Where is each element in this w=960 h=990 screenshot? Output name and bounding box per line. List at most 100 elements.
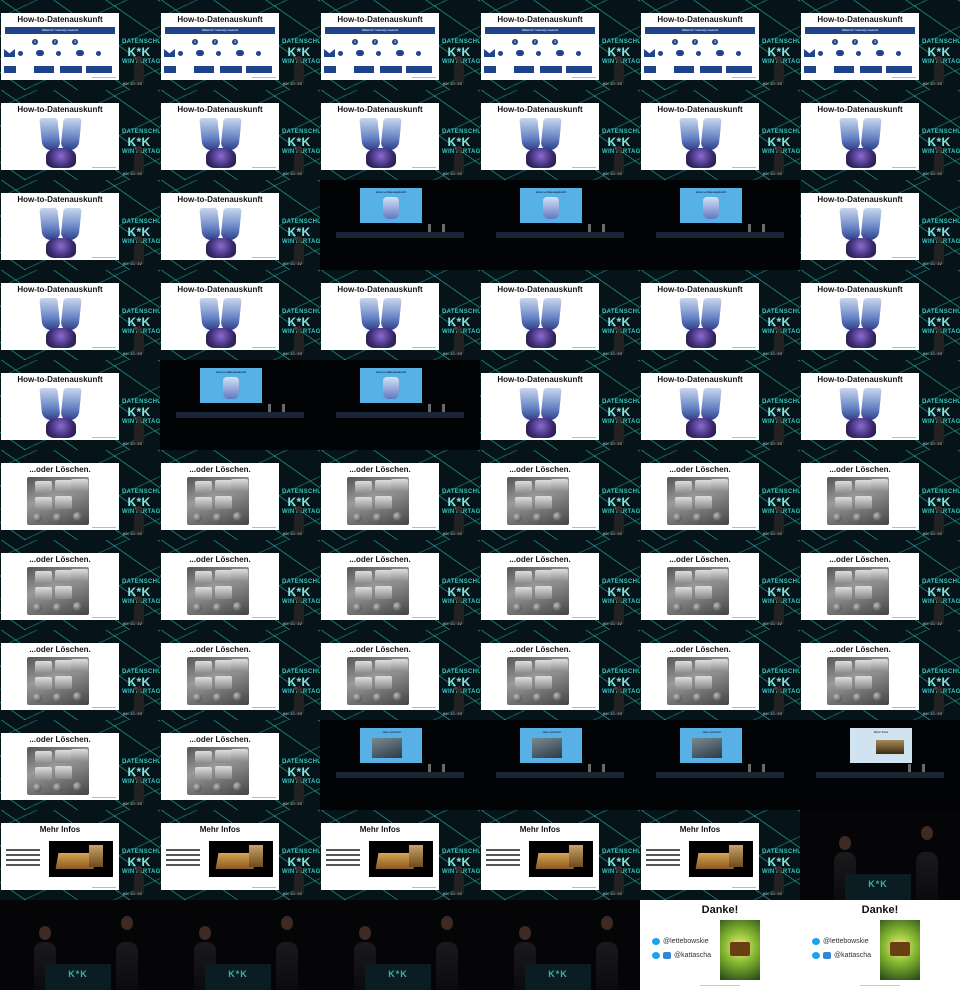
step-label-box — [194, 66, 214, 73]
statue-base — [366, 328, 396, 348]
keyboard-photo — [187, 567, 249, 615]
podium: K*K — [205, 964, 271, 990]
step-dot-icon — [736, 51, 741, 56]
presentation-slide: How-to-Datenauskunft Widerruf / Honesty r… — [161, 13, 279, 80]
round-button — [373, 603, 382, 612]
stage-view: How-to-Datenauskunft — [320, 180, 480, 270]
step-label-box — [246, 66, 272, 73]
box-photo — [369, 841, 433, 877]
statue-base — [846, 148, 876, 168]
stage-floor — [336, 772, 464, 778]
brand-line: DATENSCHUTZ — [282, 219, 320, 225]
speaker-on-stage — [428, 404, 431, 412]
step-number-badge: 1 — [672, 39, 678, 45]
projection-screen: How-to-Datenauskunft — [680, 188, 742, 223]
slide-title: Mehr Infos — [359, 825, 401, 834]
presentation-slide: How-to-Datenauskunft — [641, 373, 759, 440]
twitter-handle-row: @lettebowskie — [812, 938, 869, 945]
brand-mark: K*K — [927, 45, 951, 59]
statue-base — [46, 328, 76, 348]
keyboard-key — [355, 481, 372, 494]
speaker-silhouette — [454, 506, 464, 534]
round-button — [513, 693, 522, 702]
statue-image — [838, 298, 884, 348]
video-timestamp: 00:15:22 — [922, 353, 942, 357]
round-button — [393, 512, 402, 521]
statue-right — [220, 208, 242, 240]
keyboard-key — [855, 586, 872, 599]
bullet-line — [6, 849, 40, 851]
round-button — [853, 513, 862, 522]
speaker-on-stage — [922, 764, 925, 772]
keyboard-key — [855, 480, 872, 493]
video-timestamp: 00:15:22 — [282, 623, 302, 627]
brand-mark: K*K — [287, 585, 311, 599]
thumbnail: ...oder Löschen.DATENSCHUTZK*KWINTERTAGE… — [0, 630, 160, 720]
thumbnail: How-to-Datenauskunft — [320, 360, 480, 450]
slide-title: Danke! — [701, 904, 739, 916]
round-button — [213, 513, 222, 522]
statue-base — [526, 148, 556, 168]
brand-line: DATENSCHUTZ — [122, 669, 160, 675]
round-button — [53, 513, 62, 522]
brand-mark: K*K — [287, 855, 311, 869]
video-timestamp: 00:15:22 — [602, 83, 622, 87]
step-dot-icon — [376, 51, 381, 56]
thumbnail: How-to-DatenauskunftDATENSCHUTZK*KWINTER… — [800, 90, 960, 180]
brand-line: DATENSCHUTZ — [762, 309, 800, 315]
video-timestamp: 00:15:22 — [762, 173, 782, 177]
keyboard-key — [695, 586, 712, 599]
brand-line: DATENSCHUTZ — [122, 309, 160, 315]
keyboard-key — [355, 677, 372, 690]
brand-mark: K*K — [287, 765, 311, 779]
statue-left — [39, 208, 61, 240]
video-timestamp: 00:15:22 — [122, 83, 142, 87]
process-flow: 1 2 3 — [644, 37, 756, 77]
keyboard-photo — [507, 657, 569, 705]
video-timestamp: 00:15:22 — [602, 443, 622, 447]
slide-footer — [252, 527, 276, 528]
keyboard-key — [835, 497, 852, 510]
statue-image — [678, 118, 724, 168]
statue-right — [220, 298, 242, 330]
brand-mark: K*K — [607, 675, 631, 689]
statue-image — [38, 118, 84, 168]
keyboard-photo — [827, 567, 889, 615]
video-timestamp: 00:15:22 — [602, 353, 622, 357]
slide-footer — [572, 437, 596, 438]
brand-line: DATENSCHUTZ — [122, 489, 160, 495]
statue-base — [46, 418, 76, 438]
speaker-on-stage — [442, 764, 445, 772]
slide-title: ...oder Löschen. — [29, 465, 91, 474]
speaker-silhouette — [614, 56, 624, 84]
statue-right — [60, 208, 82, 240]
keyboard-key — [695, 496, 712, 509]
projected-title: How-to-Datenauskunft — [696, 190, 726, 194]
round-button — [873, 602, 882, 611]
keyboard-key — [231, 659, 248, 672]
statue-left — [359, 298, 381, 330]
speaker-on-stage — [762, 764, 765, 772]
slide-title: ...oder Löschen. — [509, 555, 571, 564]
brand-line: DATENSCHUTZ — [602, 489, 640, 495]
projected-box — [876, 740, 904, 754]
keyboard-key — [35, 571, 52, 584]
step-dot-icon — [658, 51, 663, 56]
process-flow: 1 2 3 — [484, 37, 596, 77]
brand-line: DATENSCHUTZ — [762, 579, 800, 585]
keyboard-key — [55, 586, 72, 599]
envelope-icon — [484, 49, 495, 57]
slide-footer — [572, 77, 596, 78]
slide-footer — [252, 707, 276, 708]
slide-footer — [412, 167, 436, 168]
slide-footer — [412, 707, 436, 708]
presentation-slide: ...oder Löschen. — [481, 643, 599, 710]
projected-keyboard — [692, 738, 722, 758]
speaker-on-stage — [282, 404, 285, 412]
slide-title: ...oder Löschen. — [349, 555, 411, 564]
statue-right — [860, 118, 882, 150]
keyboard-photo — [27, 567, 89, 615]
step-label-box — [566, 66, 592, 73]
brand-line: DATENSCHUTZ — [282, 489, 320, 495]
slide-title: ...oder Löschen. — [29, 735, 91, 744]
